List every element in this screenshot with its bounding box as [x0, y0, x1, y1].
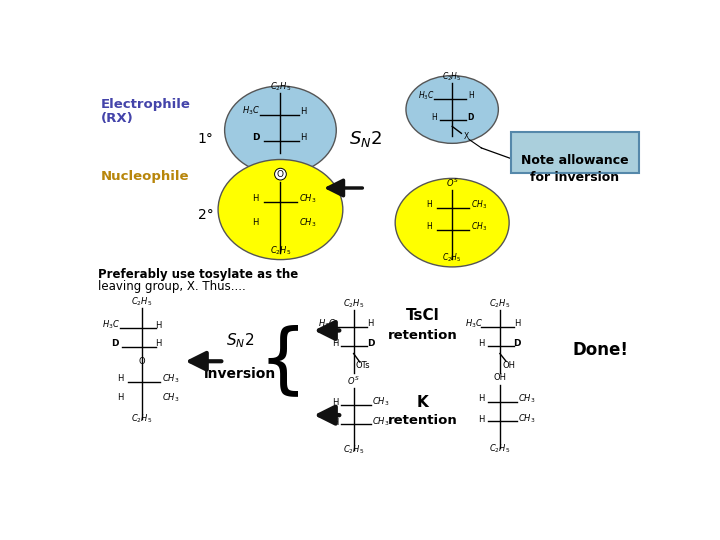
Text: retention: retention — [388, 414, 458, 427]
Text: Nucleophile: Nucleophile — [101, 170, 189, 183]
Text: $C_2H_5$: $C_2H_5$ — [270, 80, 291, 93]
Text: H: H — [367, 319, 374, 328]
Text: H: H — [431, 113, 436, 122]
Text: H: H — [426, 222, 432, 231]
Text: D: D — [513, 339, 521, 348]
Text: $H_3C$: $H_3C$ — [102, 319, 120, 332]
Text: $C_2H_5$: $C_2H_5$ — [343, 443, 364, 456]
Text: X: X — [464, 132, 469, 141]
Text: $CH_3$: $CH_3$ — [163, 373, 180, 385]
Text: $O^S$: $O^S$ — [347, 374, 360, 387]
Ellipse shape — [218, 159, 343, 260]
Text: $CH_3$: $CH_3$ — [518, 413, 536, 426]
Text: TsCl: TsCl — [406, 308, 440, 322]
Text: OH: OH — [503, 361, 516, 369]
Text: H: H — [513, 319, 520, 328]
Text: $H_3C$: $H_3C$ — [318, 318, 336, 330]
Text: $H_3C$: $H_3C$ — [242, 105, 260, 117]
Text: H: H — [300, 106, 307, 116]
Text: O: O — [138, 357, 145, 366]
Text: 2°: 2° — [198, 208, 214, 222]
Ellipse shape — [406, 76, 498, 143]
Text: $S_N2$: $S_N2$ — [225, 331, 253, 350]
Text: $O^S$: $O^S$ — [446, 177, 459, 189]
Text: D: D — [366, 339, 374, 348]
Text: $CH_3$: $CH_3$ — [300, 217, 317, 229]
Text: 1°: 1° — [198, 132, 214, 146]
Text: H: H — [253, 218, 259, 227]
Text: $C_2H_5$: $C_2H_5$ — [490, 297, 510, 310]
Text: H: H — [478, 415, 485, 423]
Text: retention: retention — [388, 329, 458, 342]
Text: leaving group, X. Thus....: leaving group, X. Thus.... — [98, 280, 246, 293]
Text: H: H — [426, 200, 432, 210]
Text: inversion: inversion — [204, 367, 276, 381]
Text: H: H — [478, 339, 485, 348]
Text: Electrophile: Electrophile — [101, 98, 191, 111]
Text: $CH_3$: $CH_3$ — [372, 396, 390, 408]
Text: D: D — [111, 339, 119, 348]
Text: Note allowance
for inversion: Note allowance for inversion — [521, 154, 629, 184]
Text: Done!: Done! — [572, 341, 628, 359]
Text: $CH_3$: $CH_3$ — [372, 416, 390, 428]
Text: D: D — [467, 113, 474, 122]
Text: H: H — [332, 339, 338, 348]
Text: H: H — [117, 393, 123, 402]
Ellipse shape — [225, 86, 336, 174]
Text: K: K — [417, 395, 429, 409]
Text: OTs: OTs — [356, 361, 370, 369]
Text: H: H — [478, 395, 485, 403]
Text: $CH_3$: $CH_3$ — [471, 199, 487, 211]
Text: {: { — [258, 324, 307, 399]
Text: H: H — [253, 194, 259, 203]
Text: $CH_3$: $CH_3$ — [518, 393, 536, 405]
FancyBboxPatch shape — [510, 132, 639, 173]
Text: (RX): (RX) — [101, 112, 134, 125]
Text: $C_2H_5$: $C_2H_5$ — [442, 251, 462, 264]
Text: H: H — [117, 374, 123, 383]
Text: OH: OH — [493, 373, 506, 382]
Text: O: O — [277, 170, 284, 179]
Text: H: H — [156, 339, 162, 348]
Text: $CH_3$: $CH_3$ — [300, 193, 317, 205]
Text: $S_N2$: $S_N2$ — [348, 130, 382, 150]
Text: D: D — [252, 133, 260, 143]
Text: $C_2H_5$: $C_2H_5$ — [490, 442, 510, 455]
Text: Preferably use tosylate as the: Preferably use tosylate as the — [98, 268, 298, 281]
Text: $CH_3$: $CH_3$ — [471, 220, 487, 233]
Text: $C_2H_5$: $C_2H_5$ — [131, 413, 153, 426]
Ellipse shape — [395, 178, 509, 267]
Text: $CH_3$: $CH_3$ — [163, 391, 180, 404]
Text: $H_3C$: $H_3C$ — [464, 318, 483, 330]
Text: H: H — [468, 91, 474, 100]
Text: $H_3C$: $H_3C$ — [418, 89, 435, 102]
Text: $C_2H_5$: $C_2H_5$ — [343, 297, 364, 310]
Text: $C_2H_5$: $C_2H_5$ — [270, 245, 291, 258]
Text: H: H — [156, 321, 162, 329]
Text: H: H — [332, 397, 338, 407]
Text: $C_2H_5$: $C_2H_5$ — [131, 296, 153, 308]
Text: H: H — [300, 133, 307, 143]
Text: H: H — [332, 417, 338, 427]
Text: $C_2H_5$: $C_2H_5$ — [442, 70, 462, 83]
